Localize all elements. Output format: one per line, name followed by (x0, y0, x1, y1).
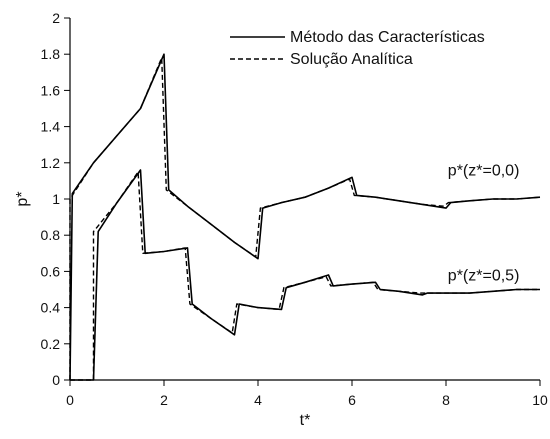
y-axis-title: p* (14, 191, 31, 206)
y-tick-label: 1.6 (41, 82, 61, 98)
tick-labels: 0 0.2 0.4 0.6 0.8 1 1.2 1.4 1.6 1.8 2 0 2 4 6 8 10 (41, 10, 548, 408)
x-axis-title: t* (300, 412, 311, 429)
curve-label-z05: p*(z*=0,5) (448, 267, 520, 284)
series-lines (69, 53, 541, 381)
y-tick-label: 1.8 (41, 46, 61, 62)
y-tick-label: 0.2 (41, 336, 61, 352)
axes (69, 18, 540, 381)
legend: Método das Características Solução Analít… (230, 29, 485, 68)
x-tick-label: 2 (160, 392, 168, 408)
y-tick-label: 0 (52, 372, 60, 388)
series-analytical (69, 57, 541, 381)
y-tick-label: 0.8 (41, 227, 61, 243)
y-tick-label: 1.2 (41, 155, 61, 171)
x-tick-label: 8 (442, 392, 450, 408)
y-tick-label: 0.4 (41, 300, 61, 316)
legend-label: Método das Características (290, 29, 485, 46)
x-tick-label: 6 (348, 392, 356, 408)
series-line-z05 (70, 171, 540, 381)
series-line-z05 (70, 169, 540, 381)
y-tick-label: 0.6 (41, 263, 61, 279)
x-tick-label: 0 (66, 392, 74, 408)
x-tick-label: 4 (254, 392, 262, 408)
legend-label: Solução Analítica (290, 51, 413, 68)
x-tick-label: 10 (532, 392, 548, 408)
curve-label-z0: p*(z*=0,0) (448, 162, 520, 179)
y-tick-label: 1 (52, 191, 60, 207)
series-line-z0 (69, 57, 541, 380)
tick-marks (64, 17, 541, 386)
y-tick-label: 2 (52, 10, 60, 26)
annotations: p*(z*=0,0) p*(z*=0,5) (448, 162, 520, 284)
y-tick-label: 1.4 (41, 119, 61, 135)
